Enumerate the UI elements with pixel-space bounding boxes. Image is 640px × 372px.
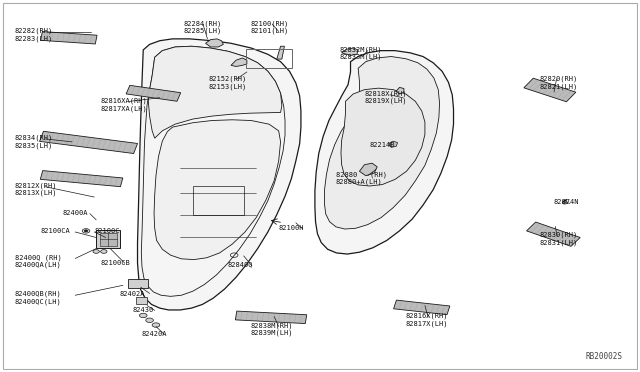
Polygon shape <box>315 51 454 254</box>
Circle shape <box>146 318 154 323</box>
Text: 82282(RH)
82283(LH): 82282(RH) 82283(LH) <box>15 28 53 42</box>
Text: 82880   (RH)
82880+A(LH): 82880 (RH) 82880+A(LH) <box>336 171 387 185</box>
Text: 82400A: 82400A <box>63 210 88 216</box>
Polygon shape <box>40 171 123 187</box>
Polygon shape <box>524 78 576 102</box>
Polygon shape <box>40 32 97 44</box>
Bar <box>128 279 148 288</box>
Polygon shape <box>205 39 223 47</box>
Polygon shape <box>126 85 180 101</box>
Text: 82400QB(RH)
82400QC(LH): 82400QB(RH) 82400QC(LH) <box>15 291 61 305</box>
Text: 82820(RH)
82821(LH): 82820(RH) 82821(LH) <box>540 76 578 90</box>
Text: 82816X(RH)
82817X(LH): 82816X(RH) 82817X(LH) <box>406 313 449 327</box>
Text: 82400Q (RH)
82400QA(LH): 82400Q (RH) 82400QA(LH) <box>15 254 61 268</box>
Text: 82100(RH)
82101(LH): 82100(RH) 82101(LH) <box>250 20 288 35</box>
Text: 82874N: 82874N <box>554 199 579 205</box>
Text: 82284(RH)
82285(LH): 82284(RH) 82285(LH) <box>183 20 221 35</box>
Circle shape <box>140 313 147 318</box>
Polygon shape <box>231 58 247 67</box>
Polygon shape <box>236 311 307 324</box>
Polygon shape <box>394 300 450 315</box>
Text: 82818X(RH)
82819X(LH): 82818X(RH) 82819X(LH) <box>365 90 407 105</box>
Polygon shape <box>154 120 280 260</box>
Circle shape <box>152 323 160 327</box>
Text: 82812X(RH)
82813X(LH): 82812X(RH) 82813X(LH) <box>15 182 58 196</box>
Circle shape <box>93 250 99 253</box>
Polygon shape <box>40 131 138 154</box>
Circle shape <box>563 201 567 204</box>
Polygon shape <box>396 87 404 94</box>
Polygon shape <box>324 57 440 229</box>
Text: 82838M(RH)
82839M(LH): 82838M(RH) 82839M(LH) <box>250 322 292 336</box>
Text: 82214B: 82214B <box>369 142 395 148</box>
Text: 82402A: 82402A <box>120 291 145 297</box>
Polygon shape <box>138 39 301 310</box>
Text: 82832M(RH)
82833M(LH): 82832M(RH) 82833M(LH) <box>339 46 381 60</box>
Polygon shape <box>527 222 580 246</box>
Text: 82100CB: 82100CB <box>100 260 131 266</box>
Text: 82152(RH)
82153(LH): 82152(RH) 82153(LH) <box>209 76 247 90</box>
Polygon shape <box>342 48 358 55</box>
Text: 82430: 82430 <box>132 307 154 313</box>
Text: 82834(RH)
82835(LH): 82834(RH) 82835(LH) <box>15 135 53 148</box>
Polygon shape <box>276 46 284 59</box>
Text: RB20002S: RB20002S <box>585 352 622 361</box>
Circle shape <box>100 250 107 253</box>
Polygon shape <box>388 141 397 147</box>
Circle shape <box>82 229 90 233</box>
Text: 82100CA: 82100CA <box>40 228 70 234</box>
Text: 82840Q: 82840Q <box>228 262 253 267</box>
Text: 82100C: 82100C <box>94 228 120 234</box>
Text: 82830(RH)
82831(LH): 82830(RH) 82831(LH) <box>540 232 578 246</box>
Polygon shape <box>148 46 282 138</box>
Text: 82100H: 82100H <box>278 225 304 231</box>
Bar <box>100 233 116 246</box>
Bar <box>96 230 120 248</box>
Circle shape <box>84 230 88 232</box>
Bar <box>136 297 147 304</box>
Polygon shape <box>341 88 425 186</box>
Polygon shape <box>360 163 377 176</box>
Text: 82816XA(RH)
82817XA(LH): 82816XA(RH) 82817XA(LH) <box>100 98 147 112</box>
Text: 82420A: 82420A <box>142 331 168 337</box>
